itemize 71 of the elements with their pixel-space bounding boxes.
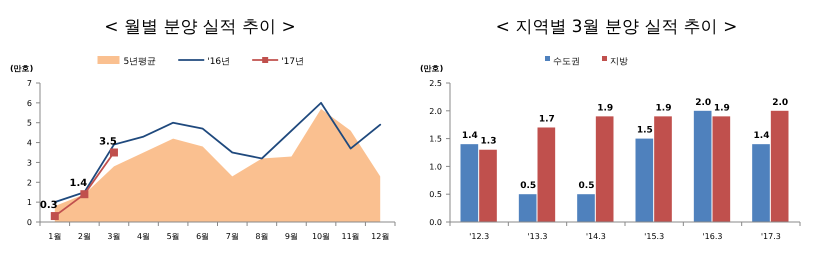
y-tick-label: 2 xyxy=(26,178,32,188)
bar xyxy=(577,194,595,222)
data-label: 1.7 xyxy=(538,114,555,124)
y-axis-title: (만호) xyxy=(420,64,444,73)
y-tick-label: 4 xyxy=(26,138,32,148)
bar xyxy=(596,116,614,222)
legend-label: '17년 xyxy=(281,57,304,67)
bar xyxy=(770,110,788,222)
x-tick-label: 1월 xyxy=(48,232,62,241)
x-tick-label: 3월 xyxy=(107,232,121,241)
x-tick-label: 11월 xyxy=(342,232,360,241)
data-label: 1.5 xyxy=(636,126,653,136)
data-label: 1.9 xyxy=(656,103,672,114)
legend-label: 5년평균 xyxy=(124,57,156,67)
x-tick-label: '14.3 xyxy=(586,232,606,241)
data-label: 0.5 xyxy=(578,181,594,192)
y-tick-label: 1 xyxy=(26,198,32,208)
data-label: 1.4 xyxy=(754,131,770,142)
bar xyxy=(538,127,556,222)
y-tick-label: 0.5 xyxy=(429,190,442,200)
data-label: 1.9 xyxy=(597,103,614,114)
x-tick-label: 4월 xyxy=(136,232,150,241)
data-label: 2.0 xyxy=(695,98,712,108)
point xyxy=(50,212,59,220)
x-tick-label: 7월 xyxy=(226,232,239,241)
x-tick-label: '16.3 xyxy=(702,232,723,241)
x-tick-label: 10월 xyxy=(312,232,330,241)
data-label: 1.3 xyxy=(480,136,496,147)
x-tick-label: '13.3 xyxy=(527,232,548,241)
y-axis-title: (만호) xyxy=(10,64,34,73)
bar xyxy=(636,138,654,222)
bar xyxy=(518,194,536,222)
y-tick-label: 2.5 xyxy=(429,79,442,88)
bar xyxy=(460,144,478,222)
x-tick-label: 2월 xyxy=(78,232,91,241)
y-tick-label: 6 xyxy=(26,98,32,108)
y-tick-label: 3 xyxy=(26,158,32,168)
x-tick-label: 5월 xyxy=(166,232,180,241)
bar xyxy=(654,116,672,222)
data-label: 3.5 xyxy=(99,136,117,148)
data-label: 1.4 xyxy=(70,178,88,190)
y-tick-label: 5 xyxy=(26,118,32,128)
legend-label: 지방 xyxy=(610,57,628,67)
y-tick-label: 7 xyxy=(26,79,32,88)
bar xyxy=(479,150,497,222)
data-label: 2.0 xyxy=(772,98,788,108)
x-tick-label: '12.3 xyxy=(469,232,490,241)
y-tick-label: 1.5 xyxy=(429,134,442,144)
bar xyxy=(752,144,770,222)
chart-title: < 지역별 3월 분양 실적 추이 > xyxy=(496,17,738,37)
data-label: 1.4 xyxy=(462,131,478,142)
x-tick-label: 6월 xyxy=(196,232,210,241)
x-tick-label: '15.3 xyxy=(644,232,664,241)
data-label: 0.5 xyxy=(520,181,536,192)
x-tick-label: 12월 xyxy=(371,232,390,241)
bar xyxy=(694,110,712,222)
point xyxy=(80,190,88,198)
data-label: 0.3 xyxy=(40,200,58,212)
legend-label: '16년 xyxy=(207,57,230,67)
y-tick-label: 2.0 xyxy=(429,106,442,116)
y-tick-label: 0 xyxy=(26,218,32,227)
point xyxy=(110,148,118,156)
x-tick-label: 8월 xyxy=(255,232,268,241)
x-tick-label: '17.3 xyxy=(760,232,781,241)
data-label: 1.9 xyxy=(714,103,730,114)
x-tick-label: 9월 xyxy=(284,232,298,241)
legend-label: 수도권 xyxy=(553,57,580,67)
bar xyxy=(712,116,730,222)
chart-title: < 월별 분양 실적 추이 > xyxy=(104,17,296,37)
y-tick-label: 0.0 xyxy=(429,218,442,227)
y-tick-label: 1.0 xyxy=(429,162,442,172)
